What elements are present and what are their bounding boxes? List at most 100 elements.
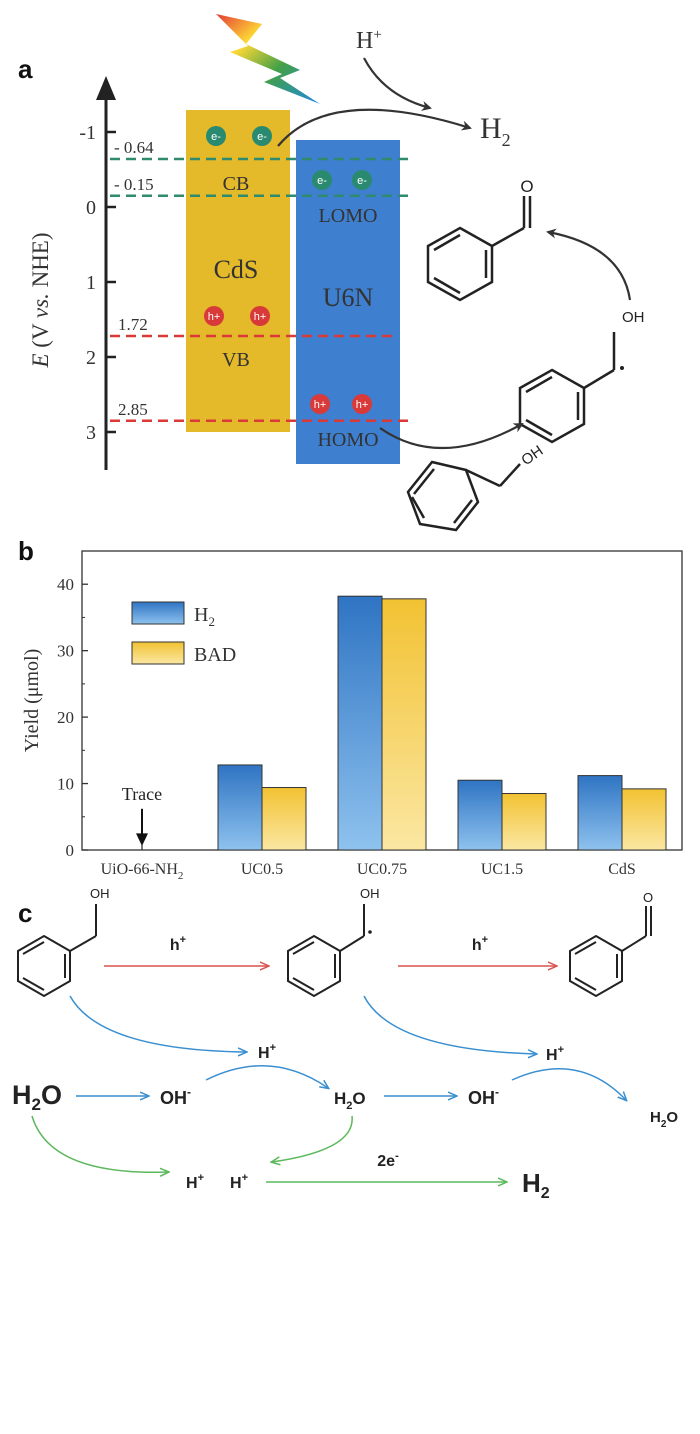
- svg-text:e-: e-: [257, 131, 267, 143]
- proton-label: H+: [356, 27, 382, 54]
- panel-a-letter: a: [18, 54, 33, 84]
- y-tick-label-4: 40: [57, 575, 74, 594]
- c-proton-1: H+: [258, 1042, 276, 1062]
- band-level-label-3: 2.85: [118, 400, 148, 419]
- bar-h2-1: [217, 764, 263, 851]
- hydrogen-product-label: H2: [480, 112, 511, 150]
- hole-u6n-1: h+: [310, 394, 330, 414]
- electron-u6n-1: e-: [312, 170, 332, 190]
- proton-to-h2-arrow: [363, 57, 432, 111]
- u6n-homo-label: HOMO: [317, 429, 378, 451]
- energy-tick-label-1: 0: [86, 197, 96, 219]
- benzyl-alcohol-structure: [406, 460, 521, 532]
- electron-transfer-arrow: [277, 108, 472, 147]
- energy-axis-title: E (V vs. NHE): [28, 232, 53, 368]
- bar-bad-1: [261, 787, 307, 851]
- c-water-large: H2O: [12, 1080, 62, 1114]
- y-tick-label-3: 30: [57, 642, 74, 661]
- c-green-arrow-left: [31, 1115, 168, 1172]
- c-hole-label-1: h+: [170, 934, 186, 954]
- bar-bad-4: [621, 788, 667, 851]
- y-tick-label-1: 10: [57, 775, 74, 794]
- c-benzaldehyde: [569, 906, 652, 998]
- cds-name-label: CdS: [214, 255, 259, 284]
- c-recombine-arrow-1: [205, 1065, 328, 1088]
- band-level-label-1: - 0.15: [114, 175, 154, 194]
- bar-bad-3: [501, 793, 547, 851]
- c-water-mid: H2O: [334, 1089, 366, 1112]
- hole-oxidation-arrow: [379, 423, 524, 450]
- panel-a: a -1 0 1 2 3 E (V vs. NHE) - 0.64 - 0.15 1.72 2…: [18, 14, 645, 532]
- band-level-label-0: - 0.64: [114, 138, 154, 157]
- u6n-lomo-label: LOMO: [319, 205, 378, 227]
- trace-arrow-head: [136, 833, 148, 847]
- charge-carriers: e- e- e- e- h+ h+ h+ h+: [204, 126, 372, 414]
- x-tick-label-2: UC0.75: [357, 861, 407, 878]
- energy-axis-arrow: [96, 76, 116, 100]
- c-green-arrow-right: [272, 1115, 353, 1162]
- panel-c-letter: c: [18, 898, 32, 928]
- svg-text:e-: e-: [317, 175, 327, 187]
- svg-text:e-: e-: [357, 175, 367, 187]
- yield-bar-chart: 0 10 20 30 40 Yield (μmol) UiO-66-NH2 UC0.5 UC0.…: [21, 550, 683, 882]
- cds-cb-label: CB: [223, 173, 250, 195]
- c-proton-2: H+: [546, 1044, 564, 1064]
- svg-text:h+: h+: [254, 311, 267, 323]
- c-proton-pair-1: H+: [186, 1172, 204, 1192]
- c-proton-release-arrow-2: [363, 995, 536, 1054]
- c-hole-label-2: h+: [472, 934, 488, 954]
- c-alcohol-oh: OH: [90, 886, 110, 901]
- c-radical-dot: [368, 930, 372, 934]
- electron-u6n-2: e-: [352, 170, 372, 190]
- x-tick-label-1: UC0.5: [241, 861, 283, 878]
- bar-h2-3: [457, 779, 503, 851]
- energy-tick-label-3: 2: [86, 347, 96, 369]
- energy-tick-label-0: -1: [79, 122, 96, 144]
- y-tick-label-0: 0: [66, 841, 75, 860]
- panel-b-letter: b: [18, 536, 34, 566]
- electron-cds-1: e-: [206, 126, 226, 146]
- bar-bad-2: [381, 598, 427, 851]
- trace-annotation: Trace: [122, 784, 162, 804]
- radical-to-aldehyde-arrow: [546, 228, 632, 301]
- svg-text:e-: e-: [211, 131, 221, 143]
- radical-dot: [620, 366, 624, 370]
- legend-swatch-0: [131, 601, 185, 625]
- band-level-lines: - 0.64 - 0.15 1.72 2.85: [110, 138, 412, 422]
- legend-label-0: H2: [194, 604, 215, 629]
- c-hydroxide-2: OH-: [468, 1085, 499, 1108]
- panel-b: b 0 10 20 30 40 Yield (μmol) UiO-66-NH2 UC0.5 UC…: [18, 536, 683, 882]
- y-tick-label-2: 20: [57, 708, 74, 727]
- cds-band-block: [186, 110, 290, 432]
- hole-u6n-2: h+: [352, 394, 372, 414]
- c-hydroxide-1: OH-: [160, 1085, 191, 1108]
- c-radical: [287, 904, 365, 998]
- x-tick-label-3: UC1.5: [481, 861, 523, 878]
- bar-h2-4: [577, 775, 623, 851]
- legend-label-1: BAD: [194, 644, 236, 666]
- radical-oh-label: OH: [622, 309, 645, 326]
- benzaldehyde-structure: [426, 196, 532, 302]
- energy-tick-label-2: 1: [86, 272, 96, 294]
- c-hydrogen-product: H2: [522, 1168, 550, 1202]
- c-benzyl-alcohol: [17, 904, 97, 998]
- svg-text:h+: h+: [356, 399, 369, 411]
- c-recombine-arrow-2: [511, 1068, 626, 1100]
- light-bolt-icon: [216, 14, 320, 104]
- c-radical-oh: OH: [360, 886, 380, 901]
- c-aldehyde-o: O: [643, 890, 653, 905]
- panel-c: c OH h+ OH h+: [12, 886, 678, 1202]
- c-two-electrons: 2e-: [377, 1150, 399, 1170]
- x-tick-label-0: UiO-66-NH2: [101, 861, 184, 882]
- energy-tick-label-4: 3: [86, 422, 96, 444]
- energy-ticks: -1 0 1 2 3: [79, 122, 116, 444]
- x-tick-label-4: CdS: [608, 861, 636, 878]
- alcohol-oh-label: OH: [518, 442, 546, 469]
- c-water-end: H2O: [650, 1109, 678, 1130]
- c-proton-release-arrow-1: [69, 995, 246, 1052]
- c-proton-pair-2: H+: [230, 1172, 248, 1192]
- electron-cds-2: e-: [252, 126, 272, 146]
- y-axis-title: Yield (μmol): [21, 649, 43, 753]
- bar-h2-2: [337, 595, 383, 851]
